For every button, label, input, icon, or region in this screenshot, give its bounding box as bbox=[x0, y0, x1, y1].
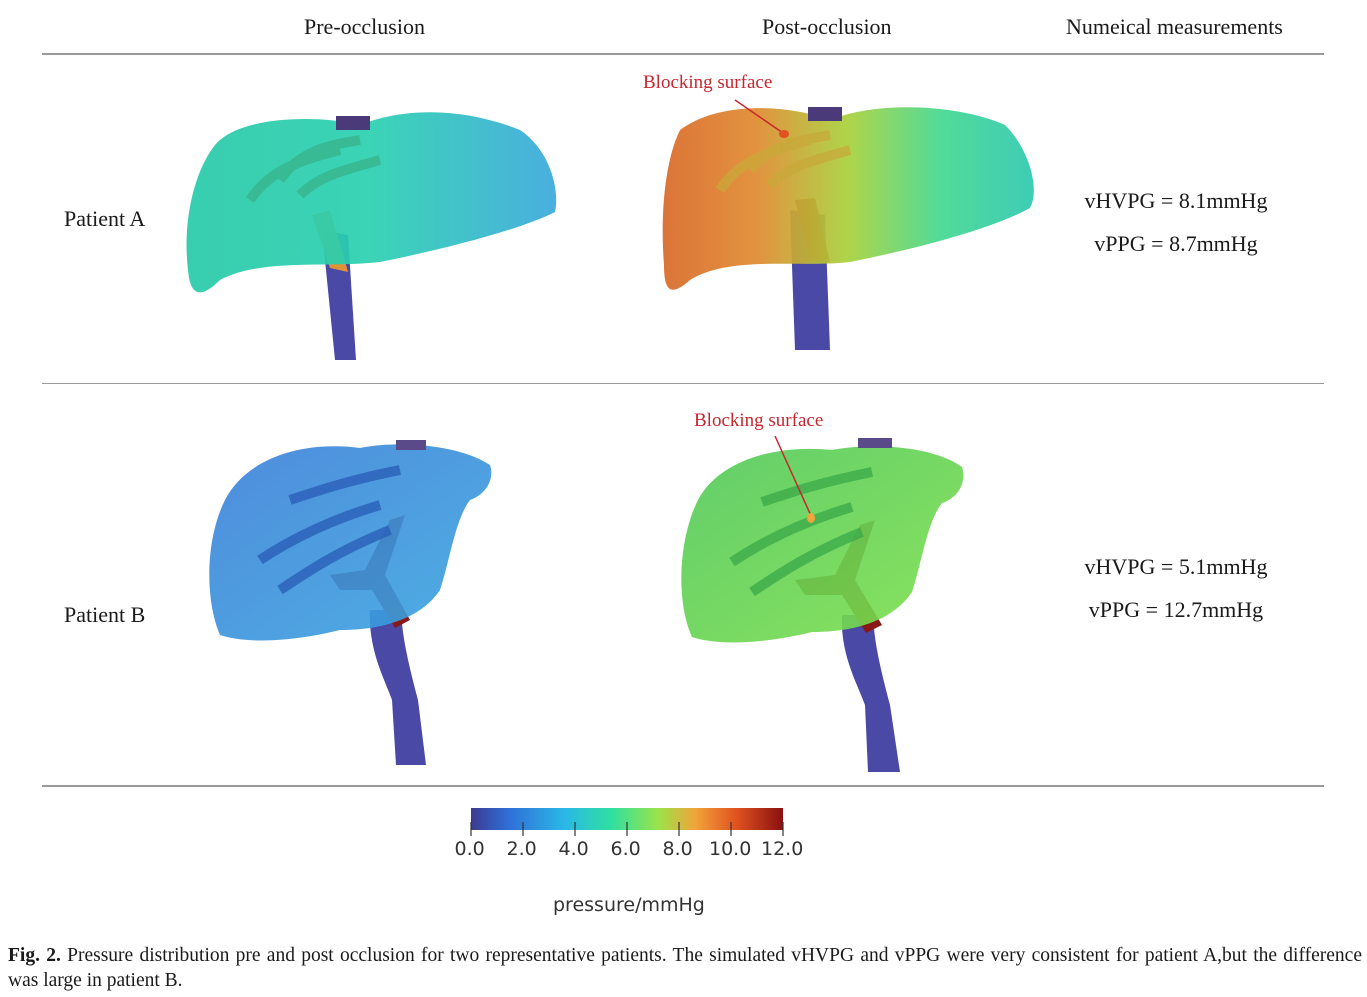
middle-rule bbox=[42, 383, 1324, 384]
patient-a-pre-liver bbox=[186, 112, 557, 360]
patient-a-blocking-surface-label: Blocking surface bbox=[643, 72, 773, 93]
header-pre-occlusion: Pre-occlusion bbox=[304, 14, 425, 39]
patient-a-post-liver bbox=[662, 99, 1034, 350]
patient-b-vhvpg: vHVPG = 5.1mmHg bbox=[1084, 554, 1268, 579]
colorbar-gradient bbox=[471, 808, 783, 830]
patient-b-pre-liver bbox=[209, 440, 492, 765]
caption-text: Pressure distribution pre and post occlu… bbox=[8, 945, 1362, 991]
patient-b-blocking-surface-label: Blocking surface bbox=[694, 410, 824, 431]
colorbar-tick-label: 4.0 bbox=[558, 838, 589, 860]
colorbar-tick-label: 12.0 bbox=[761, 838, 804, 860]
colorbar-tick-label: 6.0 bbox=[610, 838, 641, 860]
figure-caption: Fig. 2. Pressure distribution pre and po… bbox=[8, 943, 1362, 993]
patient-a-vhvpg: vHVPG = 8.1mmHg bbox=[1084, 188, 1268, 213]
colorbar bbox=[470, 808, 784, 836]
colorbar-axis-label: pressure/mmHg bbox=[553, 894, 705, 916]
patient-b-label: Patient B bbox=[64, 602, 146, 627]
colorbar-tick-label: 8.0 bbox=[662, 838, 693, 860]
patient-a-label: Patient A bbox=[64, 206, 146, 231]
colorbar-tick-label: 2.0 bbox=[506, 838, 537, 860]
colorbar-tick-label: 10.0 bbox=[709, 838, 752, 860]
header-post-occlusion: Post-occlusion bbox=[762, 14, 892, 39]
patient-b-post-liver bbox=[681, 435, 964, 772]
top-rule bbox=[42, 53, 1324, 55]
colorbar-ticks bbox=[470, 822, 784, 836]
patient-b-vppg: vPPG = 12.7mmHg bbox=[1088, 597, 1264, 622]
bottom-rule bbox=[42, 785, 1324, 787]
header-numerical-measurements: Numeical measurements bbox=[1066, 14, 1283, 39]
colorbar-tick-label: 0.0 bbox=[454, 838, 485, 860]
patient-a-vppg: vPPG = 8.7mmHg bbox=[1094, 231, 1258, 256]
caption-prefix: Fig. 2. bbox=[8, 945, 61, 966]
